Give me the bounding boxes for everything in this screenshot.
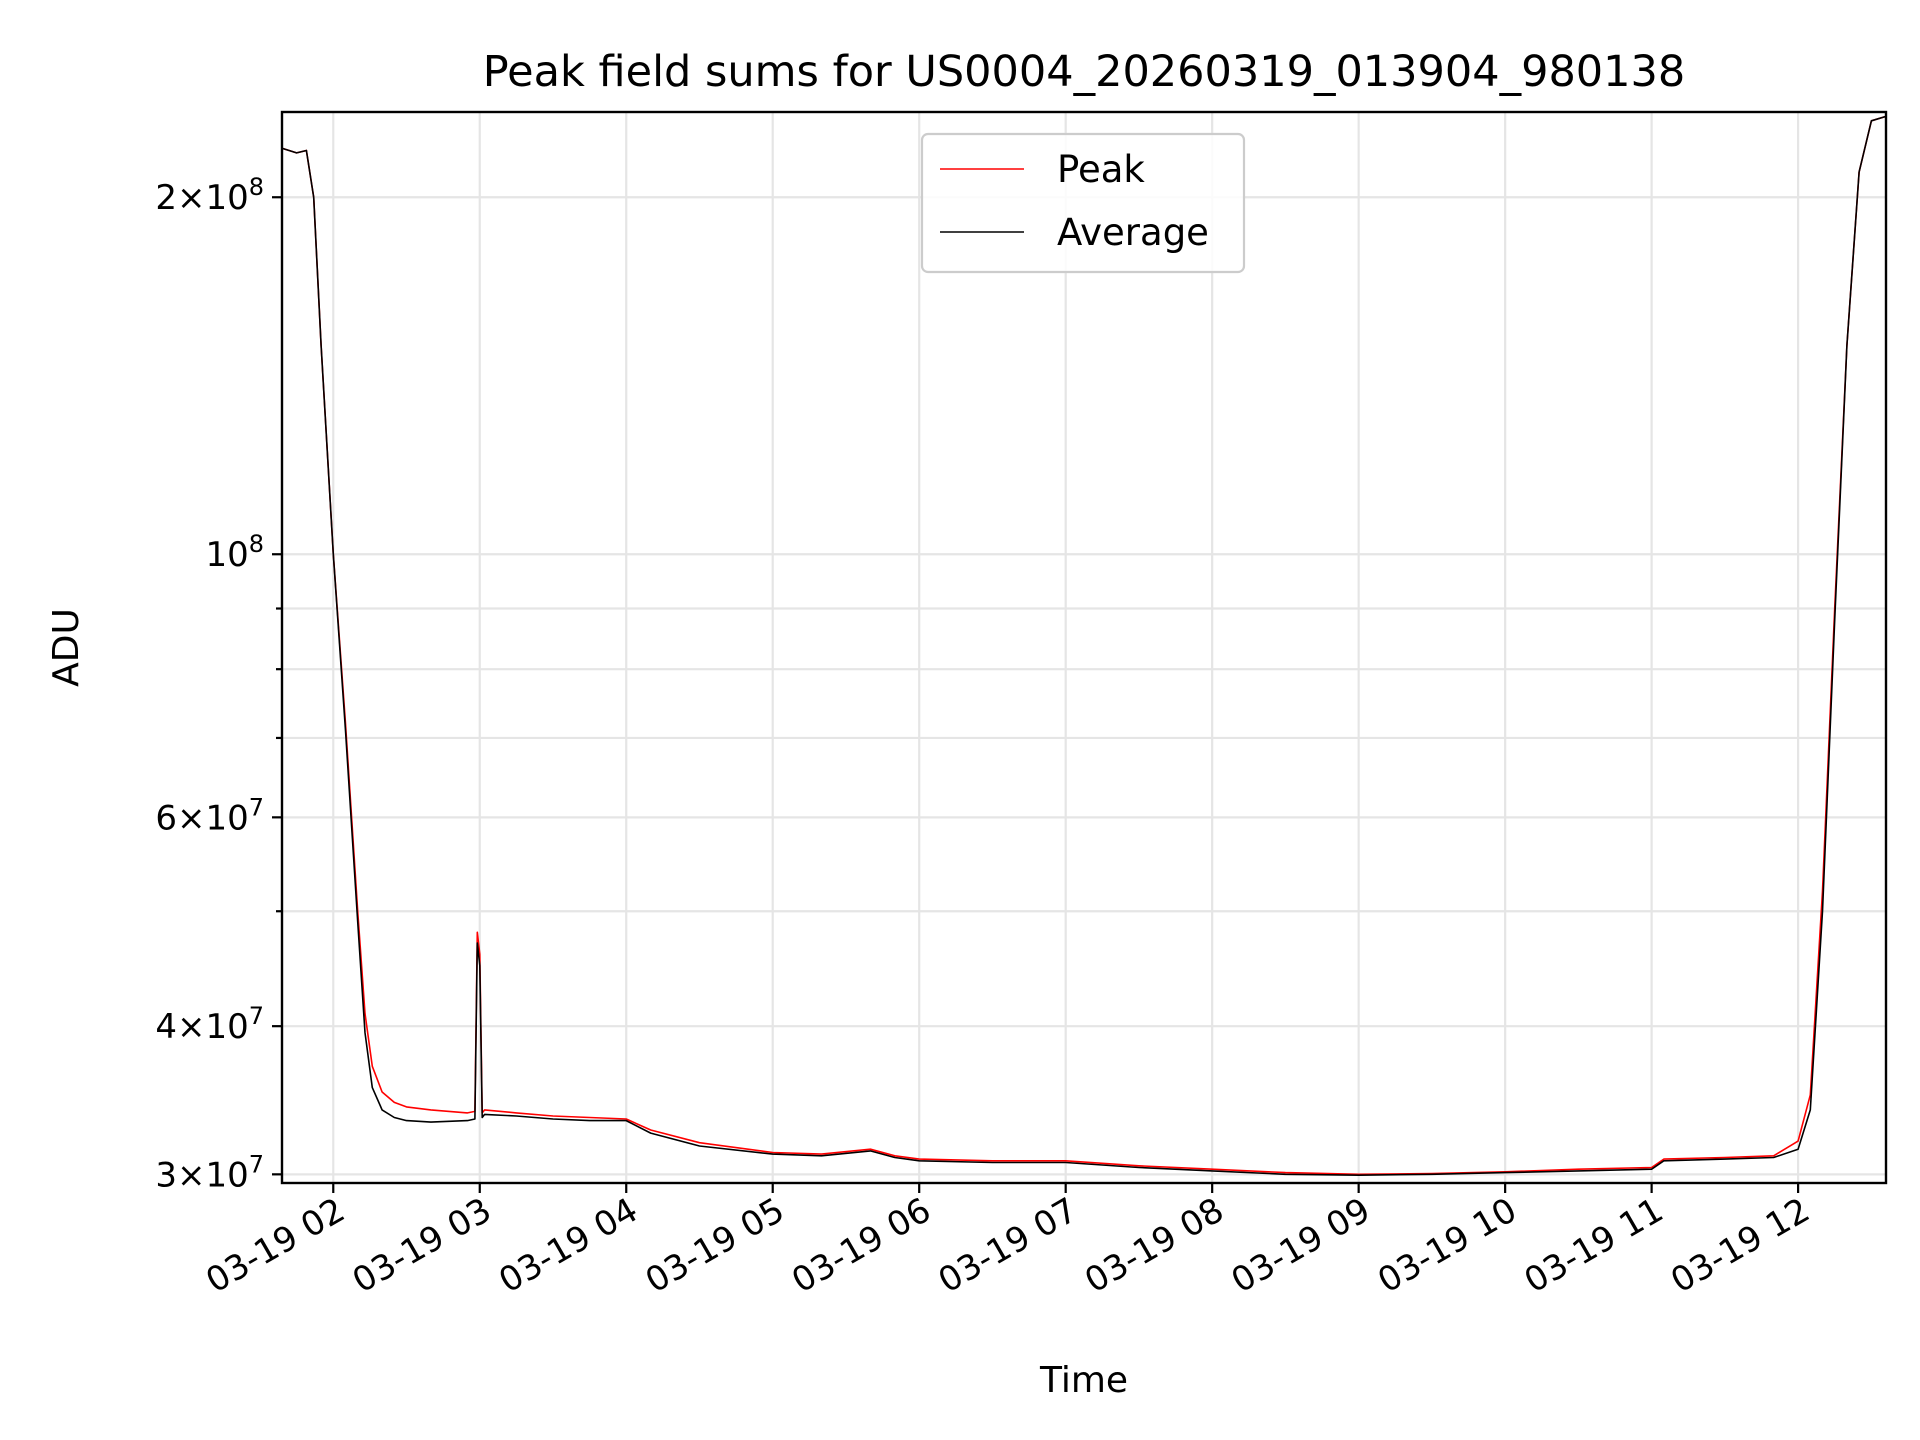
y-axis-label: ADU	[46, 608, 87, 687]
legend-label-peak: Peak	[1057, 148, 1145, 191]
y-tick-label-exponent: 8	[249, 530, 264, 558]
y-tick-label-base: 6×10	[155, 798, 248, 838]
y-tick-label: 6×107	[155, 793, 264, 838]
y-tick-label-base: 2×10	[155, 178, 248, 218]
y-tick-label-base: 3×10	[155, 1155, 248, 1195]
chart-title: Peak field sums for US0004_20260319_0139…	[483, 47, 1686, 97]
y-tick-label-exponent: 7	[249, 1150, 264, 1178]
series-layer	[281, 115, 1887, 1176]
y-tick-label-base: 10	[205, 535, 248, 575]
y-tick-label-exponent: 7	[249, 793, 264, 821]
y-tick-label-base: 4×10	[155, 1007, 248, 1047]
plot-frame	[280, 110, 1888, 1185]
y-tick-label: 2×108	[155, 173, 264, 218]
y-tick-label: 4×107	[155, 1002, 264, 1047]
legend: Peak Average	[920, 132, 1246, 274]
grid-layer	[282, 112, 1886, 1183]
series-line-peak	[281, 115, 1887, 1176]
x-axis-label: Time	[1039, 1360, 1128, 1401]
y-tick-label-exponent: 7	[249, 1002, 264, 1030]
y-tick-label: 108	[205, 530, 264, 575]
y-tick-label-exponent: 8	[249, 173, 264, 201]
y-tick-label: 3×107	[155, 1150, 264, 1195]
series-line-average	[281, 115, 1887, 1176]
legend-label-average: Average	[1057, 211, 1209, 254]
